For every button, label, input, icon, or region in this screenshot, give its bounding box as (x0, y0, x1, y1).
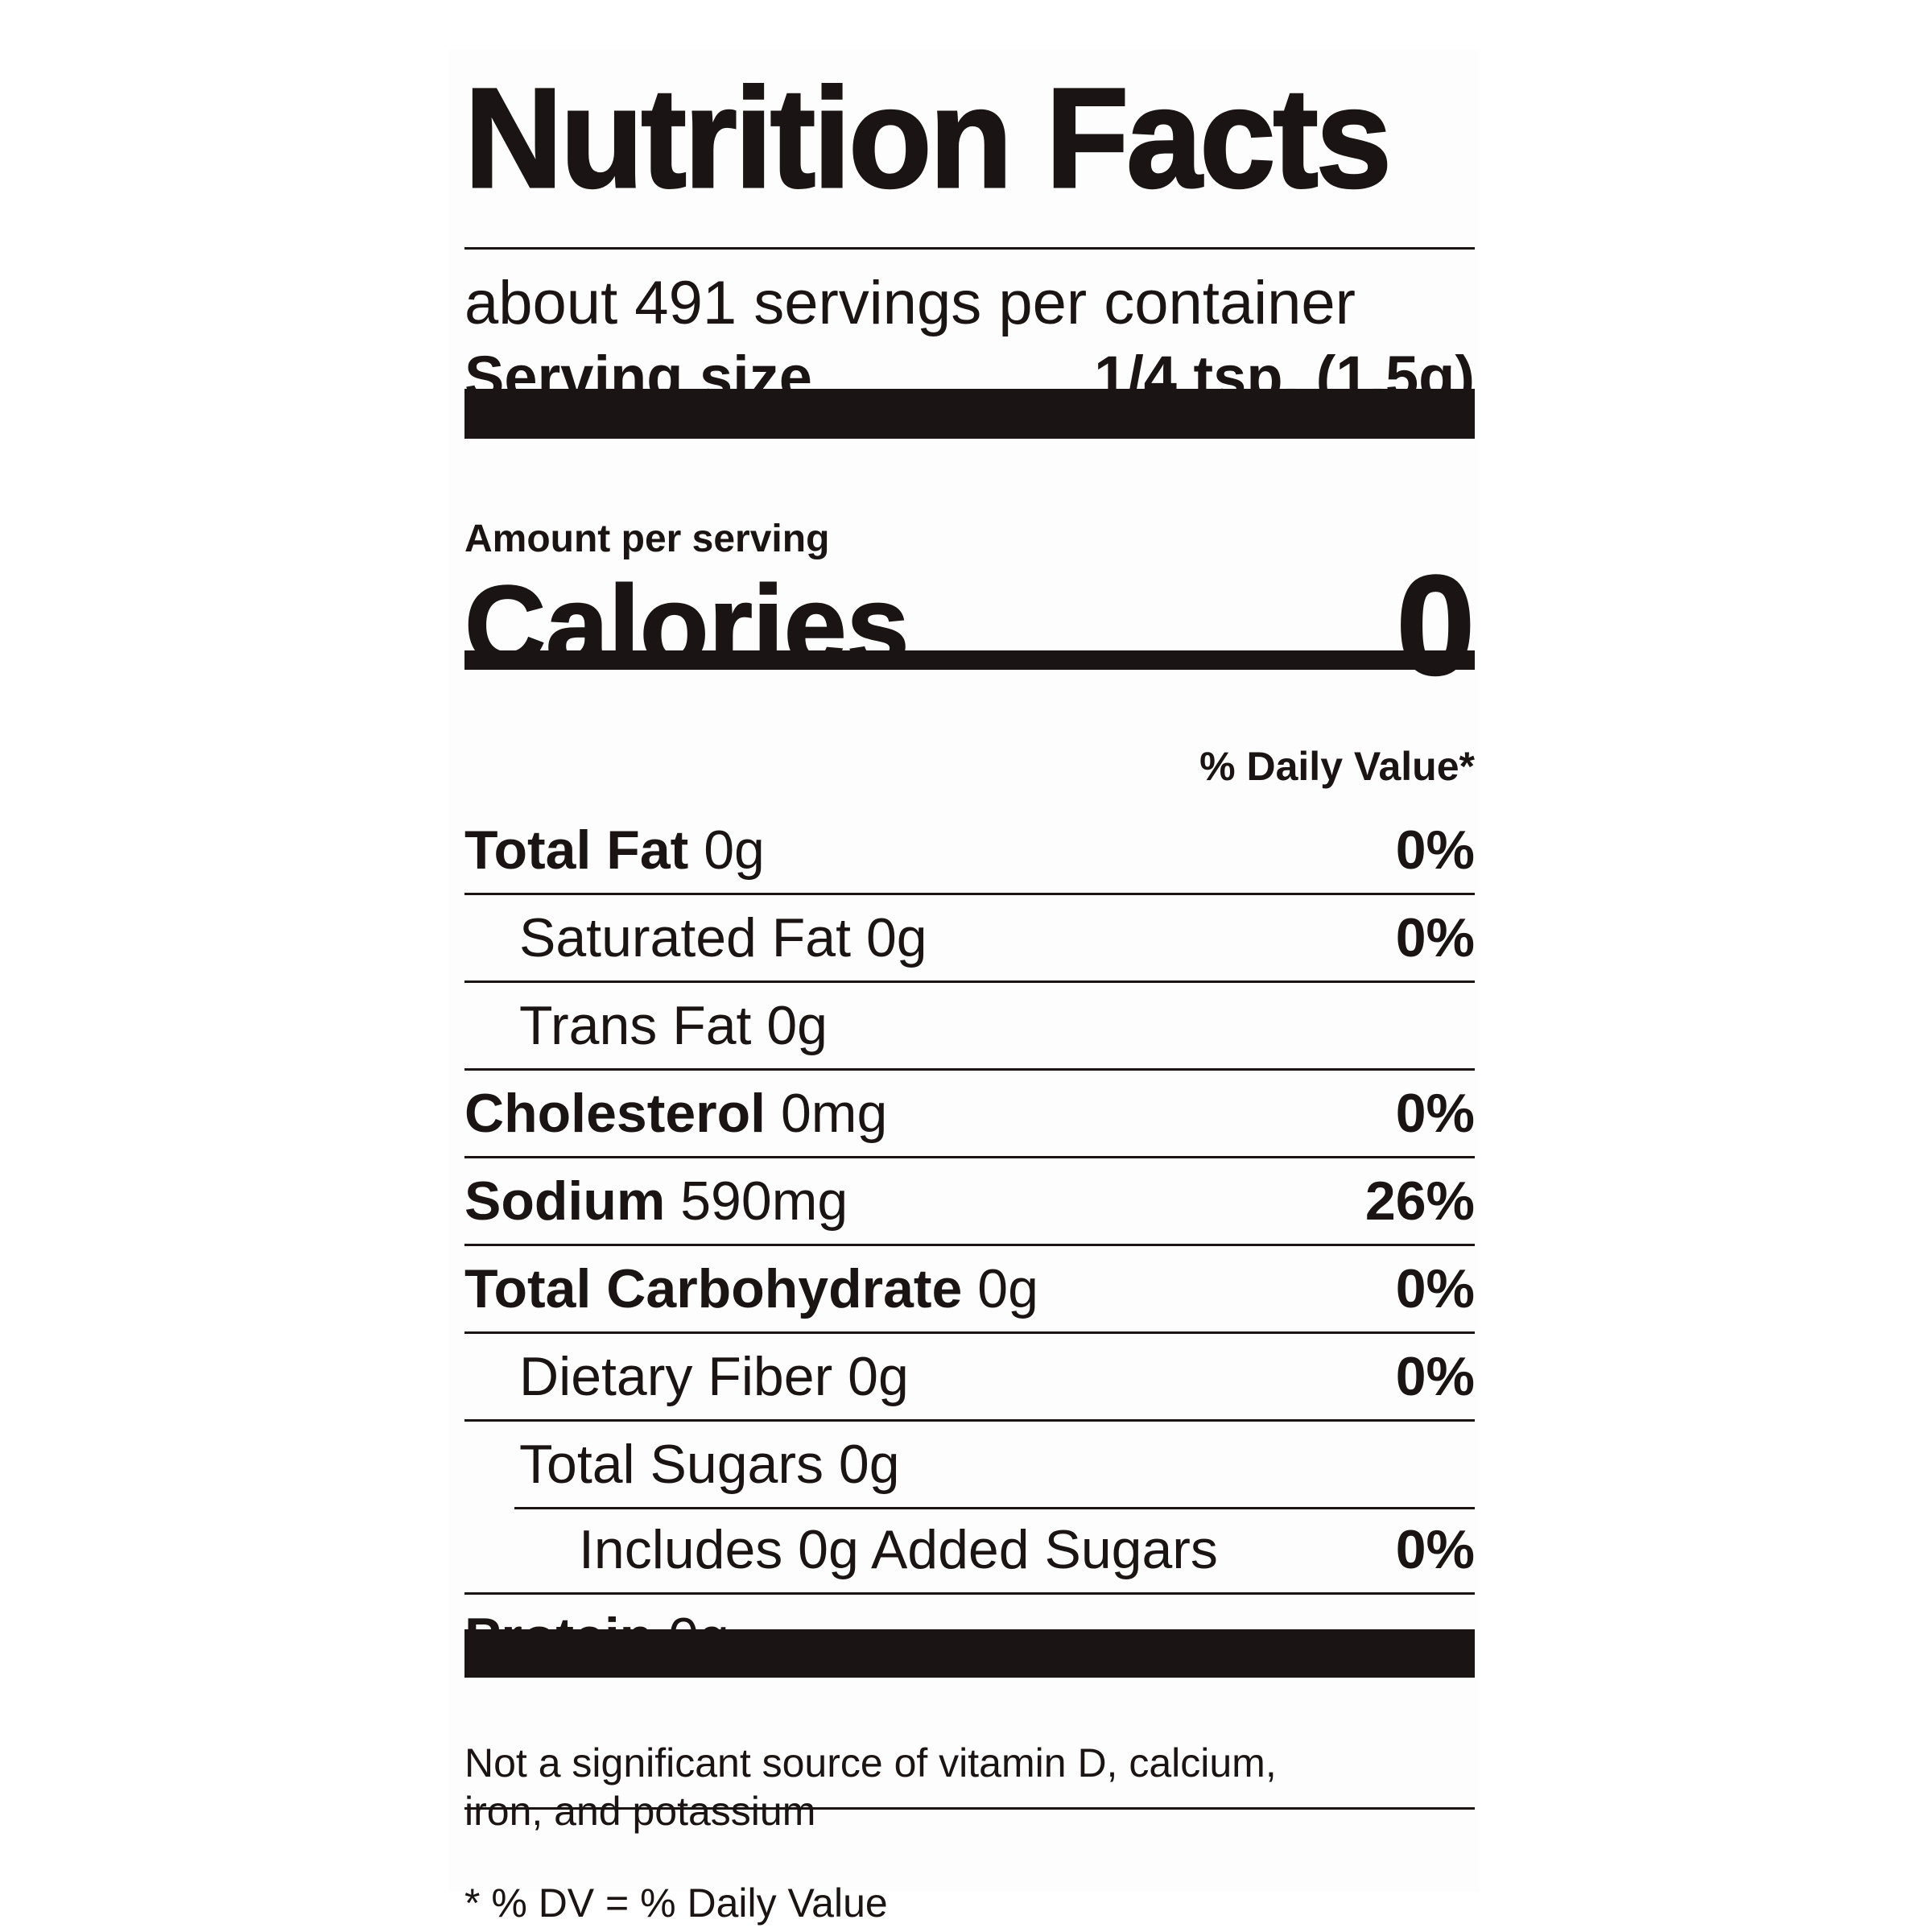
nutrient-dv: 26% (1364, 1170, 1475, 1232)
nutrient-amount: 0g (865, 907, 927, 968)
nutrient-dv: 0% (1395, 1083, 1475, 1144)
nutrient-amount: 0g (704, 819, 765, 881)
divider (464, 247, 1475, 250)
divider (464, 1807, 1475, 1810)
nutrient-row-total-sugars: Total Sugars 0g (464, 1422, 1475, 1509)
nutrient-amount: 0g (766, 995, 828, 1056)
nutrient-name: Total Sugars (519, 1434, 824, 1495)
nutrient-row-dietary-fiber: Dietary Fiber 0g 0% (464, 1334, 1475, 1422)
label-title: Nutrition Facts (464, 60, 1393, 217)
nutrient-row-saturated-fat: Saturated Fat 0g 0% (464, 895, 1475, 983)
amount-per-serving: Amount per serving (464, 518, 830, 560)
nutrient-row-total-carbohydrate: Total Carbohydrate 0g 0% (464, 1246, 1475, 1334)
nutrient-name: Trans Fat (519, 995, 752, 1056)
dv-note: * % DV = % Daily Value (464, 1880, 888, 1926)
nutrient-name: Total Fat (464, 819, 689, 881)
nutrient-row-trans-fat: Trans Fat 0g (464, 983, 1475, 1071)
nutrient-amount: 0mg (780, 1083, 888, 1144)
nutrient-dv: 0% (1395, 907, 1475, 968)
nutrient-amount: 0g (977, 1258, 1038, 1319)
nutrient-dv: 0% (1395, 819, 1475, 881)
nutrient-name: Total Carbohydrate (464, 1258, 963, 1319)
calories-label: Calories (464, 561, 910, 689)
nutrient-name: Dietary Fiber (519, 1346, 833, 1407)
nutrient-row-sodium: Sodium 590mg 26% (464, 1158, 1475, 1246)
nutrient-dv: 0% (1395, 1346, 1475, 1407)
daily-value-header: % Daily Value* (1199, 744, 1475, 789)
nutrient-row-added-sugars: Includes 0g Added Sugars 0% (464, 1507, 1475, 1595)
nutrient-row-cholesterol: Cholesterol 0mg 0% (464, 1071, 1475, 1158)
nutrition-facts-label: Nutrition Facts about 491 servings per c… (448, 50, 1480, 1926)
nutrient-rows: Total Fat 0g 0% Saturated Fat 0g 0% Trans … (464, 807, 1475, 1680)
servings-per-container: about 491 servings per container (464, 269, 1356, 337)
nutrient-dv: 0% (1395, 1519, 1475, 1580)
medium-divider (464, 650, 1475, 670)
nutrient-amount: 0g (848, 1346, 909, 1407)
nutrient-name: Saturated Fat (519, 907, 852, 968)
calories-row: Calories 0 (464, 546, 1476, 705)
nutrient-row-total-fat: Total Fat 0g 0% (464, 807, 1475, 895)
nutrient-name: Cholesterol (464, 1083, 766, 1144)
thick-divider (464, 1629, 1475, 1678)
nutrient-amount: 0g (838, 1434, 900, 1495)
nutrient-name: Sodium (464, 1170, 666, 1232)
footnote: Not a significant source of vitamin D, c… (464, 1740, 1277, 1834)
nutrient-name: Includes 0g Added Sugars (579, 1519, 1218, 1580)
nutrient-dv: 0% (1395, 1258, 1475, 1319)
calories-value: 0 (1395, 546, 1476, 705)
nutrient-amount: 590mg (680, 1170, 848, 1232)
thick-divider (464, 389, 1475, 439)
